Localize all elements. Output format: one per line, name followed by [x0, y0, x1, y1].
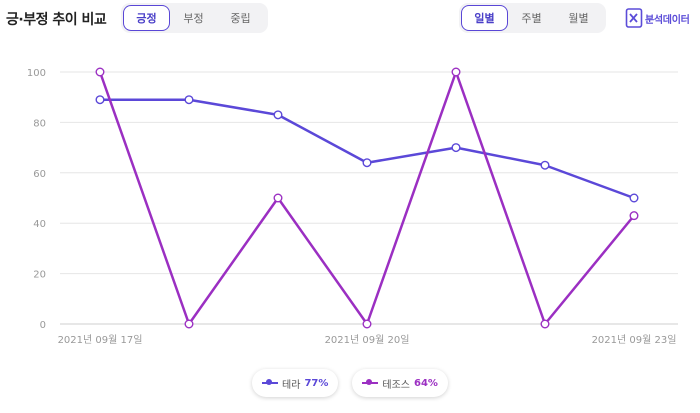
y-tick-label: 60 — [33, 169, 46, 180]
data-point-0 — [273, 110, 283, 120]
series-line-1 — [98, 70, 635, 326]
y-tick-label: 100 — [27, 68, 46, 79]
tab-monthly[interactable]: 월별 — [568, 12, 589, 25]
legend-pct-terra: 77% — [304, 377, 329, 389]
y-tick-label: 80 — [33, 118, 46, 129]
data-point-1 — [451, 67, 461, 77]
chart-legend: 테라 77% 테조스 64% — [0, 369, 700, 397]
y-tick-label: 0 — [40, 320, 46, 331]
data-point-1 — [362, 319, 372, 329]
x-tick-label: 2021년 09월 20일 — [325, 334, 410, 346]
export-data-button[interactable]: 분석데이터 — [625, 8, 690, 28]
legend-pct-tezos: 64% — [414, 377, 438, 389]
data-point-1 — [629, 211, 639, 221]
data-point-0 — [451, 143, 461, 153]
series-line-0 — [100, 98, 635, 200]
data-point-1 — [540, 319, 550, 329]
legend-item-terra[interactable]: 테라 77% — [252, 369, 339, 397]
data-point-0 — [540, 160, 550, 170]
x-tick-label: 2021년 09월 17일 — [58, 334, 143, 346]
data-point-0 — [362, 158, 372, 168]
y-tick-label: 20 — [33, 270, 46, 281]
data-point-1 — [184, 319, 194, 329]
y-tick-label: 40 — [33, 219, 46, 230]
legend-item-tezos[interactable]: 테조스 64% — [352, 369, 448, 397]
period-tabs: 일별 주별 월별 — [459, 3, 606, 33]
legend-name-terra: 테라 — [282, 379, 301, 391]
tab-negative[interactable]: 부정 — [183, 12, 204, 25]
x-tick-label: 2021년 09월 23일 — [592, 334, 677, 346]
data-point-1 — [95, 67, 105, 77]
page-title: 긍·부정 추이 비교 — [6, 12, 107, 28]
sentiment-tabs: 긍정 부정 중립 — [121, 3, 268, 33]
data-point-0 — [95, 95, 105, 105]
tab-weekly[interactable]: 주별 — [521, 12, 542, 25]
tab-neutral[interactable]: 중립 — [230, 12, 251, 25]
export-data-label: 분석데이터 — [645, 14, 690, 26]
data-point-0 — [629, 193, 639, 203]
legend-swatch-tezos — [362, 378, 379, 388]
legend-name-tezos: 테조스 — [382, 379, 410, 391]
legend-swatch-terra — [262, 378, 279, 388]
data-point-1 — [273, 193, 283, 203]
data-point-0 — [184, 95, 194, 105]
tab-positive[interactable]: 긍정 — [123, 5, 170, 31]
tab-daily[interactable]: 일별 — [461, 5, 508, 31]
excel-icon — [625, 8, 643, 28]
